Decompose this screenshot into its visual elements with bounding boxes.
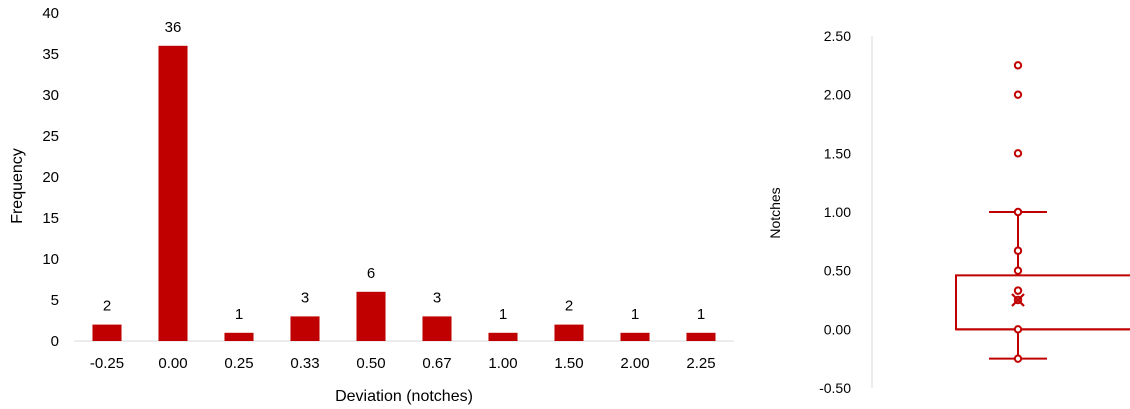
mean-marker-stroke [1011,293,1025,307]
data-label: 1 [697,306,705,323]
bar-0.67 [422,316,452,341]
data-point [1013,266,1023,275]
y-axis-title: Notches [767,187,783,238]
data-label: 1 [235,306,243,323]
bar-1.00 [488,332,518,341]
y-tick-label: 5 [51,292,59,309]
y-tick-label: 40 [42,5,59,22]
x-tick-label: 0.00 [158,355,187,372]
y-tick-label: 35 [42,46,59,63]
outlier-point [1013,90,1023,99]
data-label: 3 [433,289,441,306]
data-point [1013,207,1023,217]
x-tick-label: 0.33 [290,355,319,372]
y-tick-label: 2.00 [824,87,851,103]
y-tick-label: 20 [42,169,59,186]
x-tick-label: 1.50 [554,355,583,372]
data-point [1013,354,1023,363]
x-tick-label: 0.25 [224,355,253,372]
y-tick-label: 0.50 [824,263,851,279]
data-point [1013,286,1023,295]
data-point [1013,246,1023,255]
x-tick-label: -0.25 [90,355,124,372]
bar-0.25 [224,332,254,341]
x-tick-label: 2.25 [686,355,715,372]
y-tick-label: 0 [51,333,59,350]
bar-0.50 [356,291,386,341]
y-tick-label: 25 [42,128,59,145]
y-tick-label: -0.50 [819,380,851,396]
y-tick-label: 1.00 [824,204,851,220]
y-tick-label: 2.50 [824,28,851,44]
x-tick-label: 2.00 [620,355,649,372]
x-tick-label: 0.67 [422,355,451,372]
x-tick-label: 0.50 [356,355,385,372]
x-tick-label: 1.00 [488,355,517,372]
iqr-box [955,274,1130,331]
outlier-point [1013,61,1023,70]
bar-0.00 [158,45,188,342]
y-tick-label: 0.00 [824,321,851,337]
x-axis-title: Deviation (notches) [335,388,473,405]
bar-2.25 [686,332,716,341]
data-point [1013,325,1023,334]
data-label: 3 [301,289,309,306]
y-tick-label: 10 [42,251,59,268]
y-axis-title: Frequency [9,148,26,224]
boxplot-chart: Notches -0.50 0.00 0.50 1.00 1.50 2.00 2.50 [767,28,1130,396]
data-label: 1 [631,306,639,323]
bar-0.33 [290,316,320,341]
data-label: 1 [499,306,507,323]
y-tick-label: 15 [42,210,59,227]
bar-2.00 [620,332,650,341]
mean-marker [1011,293,1025,307]
histogram-chart: Frequency Deviation (notches) 0 5 10 15 20 25… [9,5,734,405]
data-label: 6 [367,265,375,282]
bar--0.25 [92,324,122,341]
y-tick-label: 1.50 [824,145,851,161]
y-tick-label: 30 [42,87,59,104]
outlier-point [1013,149,1023,158]
data-label: 36 [165,19,182,36]
data-label: 2 [103,298,111,315]
data-label: 2 [565,298,573,315]
bar-1.50 [554,324,584,341]
